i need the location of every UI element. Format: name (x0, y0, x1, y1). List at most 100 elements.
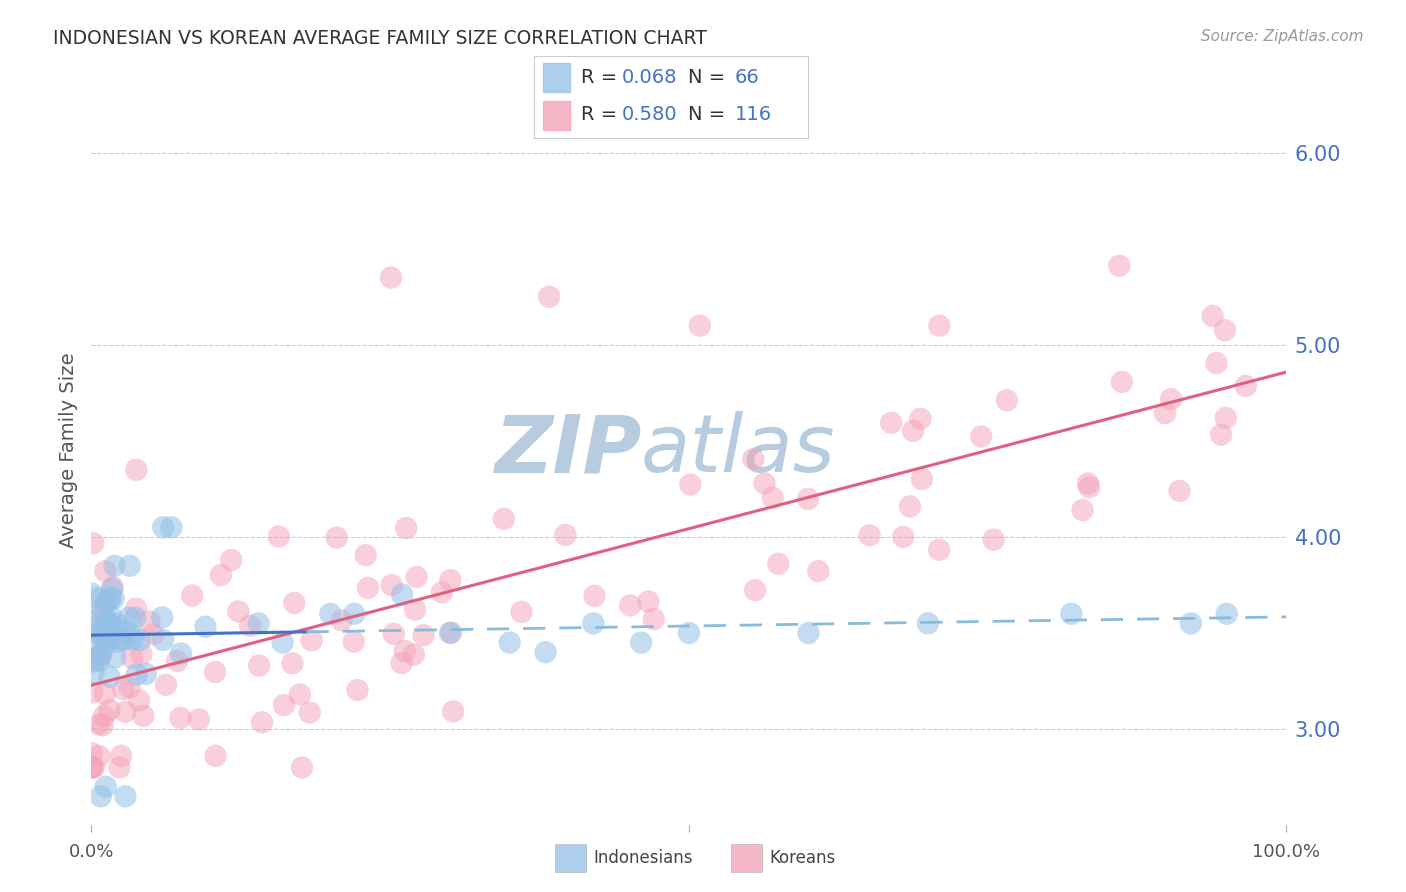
Point (1111, 375, 1133, 389)
Point (281, 657, 304, 671)
Point (94, 596, 117, 610)
Point (910, 411, 932, 425)
Point (90, 628, 112, 642)
Point (94, 631, 117, 645)
Point (797, 491, 820, 506)
Point (762, 491, 785, 505)
Point (82, 536, 104, 550)
Point (239, 618, 262, 632)
Text: N =: N = (688, 105, 731, 124)
Point (91, 601, 114, 615)
Point (110, 748, 132, 763)
Point (103, 591, 125, 606)
Point (395, 521, 418, 535)
Point (82, 587, 104, 601)
Point (742, 452, 765, 467)
Point (995, 393, 1018, 408)
Point (112, 682, 135, 697)
Point (381, 578, 404, 592)
Point (343, 607, 366, 621)
Point (98, 631, 121, 645)
Point (228, 604, 250, 618)
Point (93, 640, 115, 654)
Point (1168, 483, 1191, 498)
Text: atlas: atlas (641, 411, 837, 490)
Point (87, 634, 110, 648)
Point (93, 709, 115, 723)
Text: 0.580: 0.580 (621, 105, 678, 124)
Point (219, 553, 242, 567)
Point (83, 760, 105, 774)
Point (87, 591, 110, 606)
Point (90, 789, 112, 804)
Point (689, 318, 711, 333)
Text: N =: N = (688, 68, 731, 87)
Point (86, 626, 108, 640)
Point (797, 626, 820, 640)
Point (84, 653, 107, 667)
Point (93, 687, 115, 701)
Point (343, 635, 366, 649)
Point (357, 581, 380, 595)
Point (96, 613, 118, 627)
Point (181, 589, 204, 603)
Point (1071, 503, 1094, 517)
Point (187, 713, 209, 727)
Point (901, 424, 924, 438)
Point (510, 605, 533, 619)
Point (394, 644, 416, 658)
Text: R =: R = (581, 105, 623, 124)
Point (1234, 379, 1257, 393)
Point (105, 616, 128, 631)
Point (346, 683, 368, 698)
Point (917, 616, 939, 631)
Point (94, 780, 117, 794)
Point (928, 318, 950, 333)
Text: Indonesians: Indonesians (593, 849, 693, 867)
Point (83, 665, 105, 680)
Bar (543, 62, 569, 92)
Text: 66: 66 (734, 68, 759, 87)
Point (150, 610, 173, 624)
Point (152, 520, 174, 534)
Point (768, 557, 790, 571)
Point (538, 290, 561, 304)
Point (82, 655, 104, 669)
Point (534, 645, 557, 659)
Point (90, 647, 112, 661)
Point (1180, 616, 1202, 631)
Point (89, 749, 111, 764)
Text: 116: 116 (734, 105, 772, 124)
Point (441, 705, 464, 719)
Point (91, 605, 114, 619)
Point (83, 620, 105, 634)
Point (132, 708, 155, 723)
Point (1060, 607, 1083, 621)
Point (928, 542, 950, 557)
Point (271, 635, 294, 649)
Point (128, 693, 150, 707)
Point (630, 635, 652, 649)
Point (98, 670, 121, 684)
Point (440, 625, 463, 640)
Point (354, 548, 377, 562)
Point (382, 627, 405, 641)
Y-axis label: Average Family Size: Average Family Size (59, 352, 77, 549)
Point (121, 651, 143, 665)
Point (583, 589, 606, 603)
Point (1213, 323, 1236, 337)
Point (880, 416, 903, 430)
Point (114, 705, 136, 719)
Point (582, 616, 605, 631)
Point (1211, 427, 1233, 442)
Point (82, 760, 104, 774)
Point (204, 665, 226, 679)
Point (94, 564, 117, 578)
Point (100, 631, 122, 645)
Point (643, 612, 665, 626)
Point (405, 570, 427, 584)
Point (138, 615, 160, 629)
Point (391, 656, 413, 670)
Point (125, 463, 148, 477)
Point (101, 580, 124, 594)
